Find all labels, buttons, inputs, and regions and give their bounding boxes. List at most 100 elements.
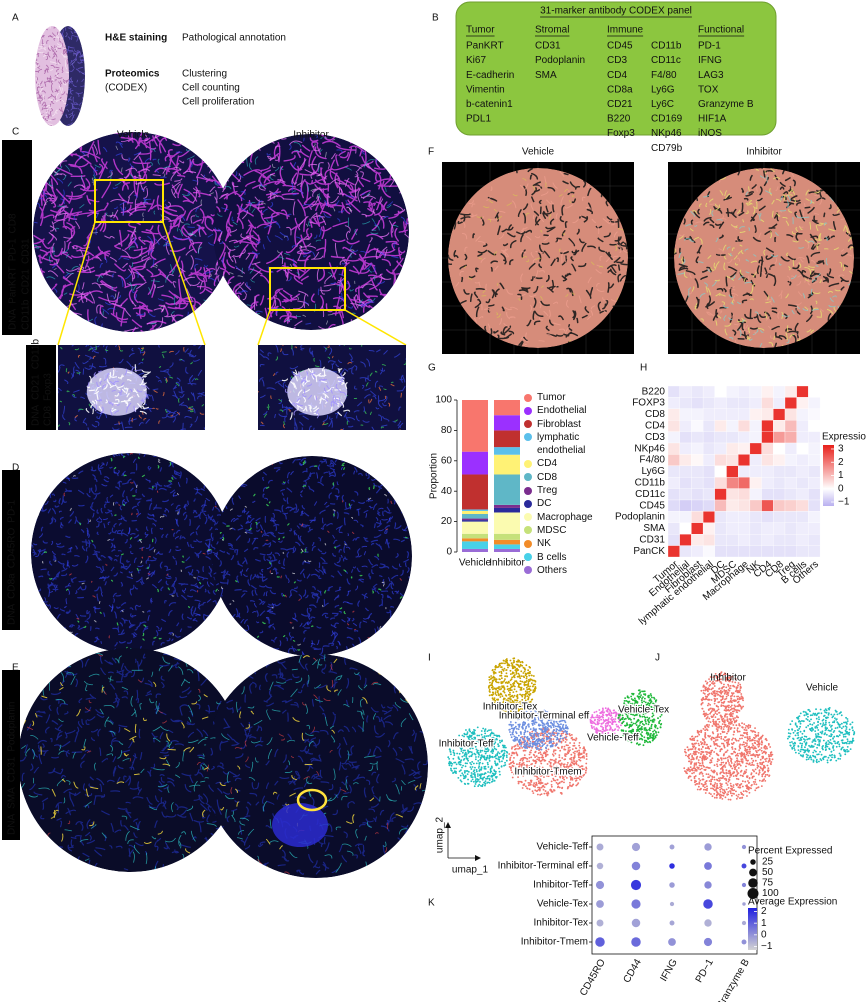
bar-segment xyxy=(462,509,488,511)
method-output: Cell proliferation xyxy=(182,97,254,108)
heatmap-cell xyxy=(738,477,751,489)
heatmap-cell xyxy=(714,420,727,432)
heatmap-cell xyxy=(738,397,751,409)
legend-title: Average Expression xyxy=(748,897,837,908)
marker-label: CD8 xyxy=(43,406,54,426)
heatmap-cell xyxy=(749,522,762,535)
umap-points xyxy=(487,657,537,715)
heatmap-cell xyxy=(667,420,680,432)
legend-swatch xyxy=(524,393,532,402)
heatmap-cell xyxy=(761,534,774,546)
row-label: CD31 xyxy=(639,535,665,546)
legend-entry: Others xyxy=(524,564,604,577)
heatmap-cell xyxy=(784,545,797,558)
axis-label: umap_1 xyxy=(452,865,489,876)
tissue-image xyxy=(448,168,628,348)
heatmap-cell xyxy=(726,420,739,432)
heatmap-cell xyxy=(808,511,821,523)
dot xyxy=(741,882,747,888)
dot xyxy=(669,920,675,926)
cluster-label: Vehicle-Teff xyxy=(587,733,639,744)
heatmap-cell xyxy=(761,420,774,432)
heatmap-cell xyxy=(738,431,751,444)
bar-segment xyxy=(462,400,488,452)
heatmap-cell xyxy=(749,420,762,432)
marker-name: CD31 xyxy=(535,41,561,52)
heatmap-cell xyxy=(667,522,680,535)
heatmap-cell xyxy=(773,522,786,535)
marker-name: HIF1A xyxy=(698,114,727,125)
bar-segment xyxy=(494,454,520,475)
method-output: Pathological annotation xyxy=(182,33,286,44)
axis-label: umap_2 xyxy=(435,816,446,853)
marker-label: CD45RO xyxy=(7,528,18,569)
heatmap-cell xyxy=(667,431,680,444)
marker-name: PD-1 xyxy=(698,41,721,52)
heatmap-cell xyxy=(702,408,715,421)
bar-segment xyxy=(462,474,488,510)
tissue-image xyxy=(213,134,409,330)
marker-name: CD79b xyxy=(651,143,683,154)
heatmap-cell xyxy=(749,499,762,512)
panel-letter: E xyxy=(12,663,19,674)
heatmap-cell xyxy=(726,442,739,455)
row-label: Inhibitor-Tex xyxy=(534,918,588,929)
arrowhead xyxy=(445,822,481,861)
heatmap-cell xyxy=(667,545,680,558)
marker-label: DNA xyxy=(31,405,42,426)
heatmap-cell xyxy=(784,511,797,523)
heatmap-cell xyxy=(749,545,762,558)
marker-name: CD4 xyxy=(607,70,627,81)
heatmap-cell xyxy=(749,454,762,466)
dot xyxy=(596,843,604,851)
heatmap-cell xyxy=(691,431,704,444)
heatmap-cell xyxy=(761,499,774,512)
method-output: Cell counting xyxy=(182,83,240,94)
legend-label: CD8 xyxy=(537,471,558,483)
bar-segment xyxy=(494,539,520,545)
heatmap-cell xyxy=(761,408,774,421)
panel-letter: J xyxy=(655,653,660,664)
heatmap-cell xyxy=(702,454,715,466)
heatmap-cell xyxy=(738,511,751,523)
marker-label: CD21 xyxy=(31,374,42,400)
heatmap-cell xyxy=(702,465,715,478)
inset-image xyxy=(58,345,205,430)
dot xyxy=(631,861,641,871)
heatmap-cell xyxy=(726,385,739,398)
bar-segment xyxy=(494,544,520,549)
column-label: CD44 xyxy=(622,957,645,985)
marker-name: TOX xyxy=(698,84,719,95)
heatmap-cell xyxy=(761,385,774,398)
legend-label: Tumor xyxy=(537,392,566,403)
heatmap-cell xyxy=(784,431,797,444)
column-label: Granzyme B xyxy=(715,957,752,1002)
legend-entry: DC xyxy=(524,497,604,510)
cluster-label: Inhibitor-Tmem xyxy=(514,767,581,778)
bar-segment xyxy=(494,447,520,455)
method-label: Proteomics xyxy=(105,69,160,80)
heatmap-cell xyxy=(808,385,821,398)
legend-swatch xyxy=(524,459,532,468)
column-label: PD−1 xyxy=(694,957,716,985)
vessel xyxy=(272,803,328,847)
umap-points xyxy=(447,726,509,788)
heatmap-cell xyxy=(714,385,727,398)
bar-segment xyxy=(494,533,520,540)
legend-swatch xyxy=(524,513,532,522)
tissue-image xyxy=(204,654,428,878)
panel-letter: D xyxy=(12,463,19,474)
heatmap-cell xyxy=(808,420,821,432)
dot xyxy=(631,842,641,852)
legend-swatch xyxy=(524,566,532,575)
colorbar-label: 1 xyxy=(761,918,767,929)
heatmap-cell xyxy=(773,420,786,432)
heatmap-cell xyxy=(761,522,774,535)
colorbar-label: 3 xyxy=(838,444,844,455)
heatmap-cell xyxy=(667,408,680,421)
tissue-texture xyxy=(258,345,402,430)
heatmap-cell xyxy=(714,465,727,478)
marker-name: CD21 xyxy=(607,99,633,110)
heatmap-cell xyxy=(749,385,762,398)
heatmap-cell xyxy=(726,499,739,512)
